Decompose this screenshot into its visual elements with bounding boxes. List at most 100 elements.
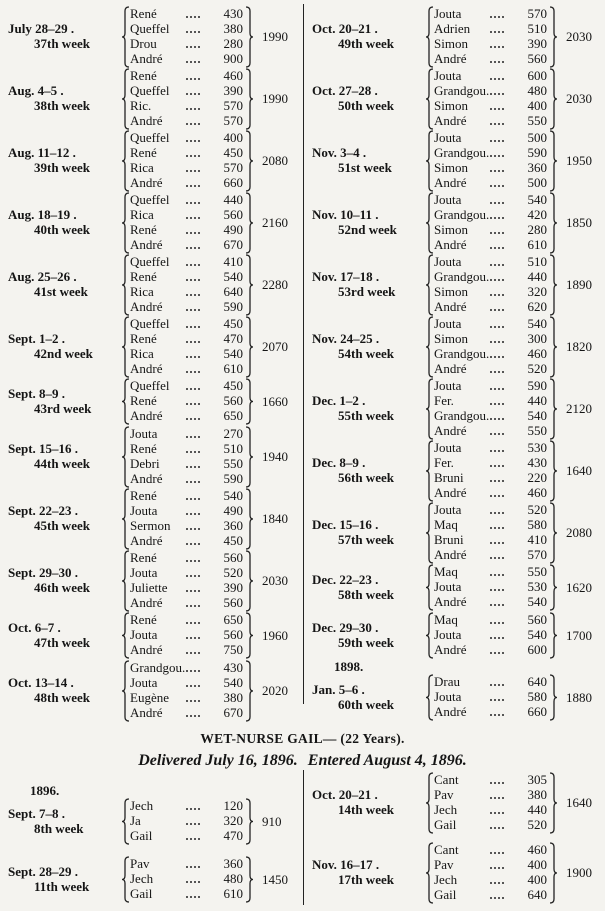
- leader-dots: [186, 669, 200, 672]
- leader-dots: [186, 30, 200, 33]
- nurse-name: André: [434, 361, 467, 376]
- nurse-amount: 660: [527, 704, 548, 719]
- entry-date: Dec. 22–23 .: [312, 571, 379, 587]
- nurse-name: Queffel: [130, 192, 170, 207]
- leader-dots: [490, 511, 504, 514]
- entry-total: 2020: [262, 683, 288, 698]
- leader-dots: [186, 154, 200, 157]
- leader-dots: [490, 683, 504, 686]
- close-brace: [549, 842, 557, 904]
- nurse-amount: 590: [527, 378, 548, 393]
- entry-week: 57th week: [338, 532, 394, 547]
- nurse-name: Pav: [130, 856, 150, 871]
- open-brace: [426, 612, 434, 659]
- nurse-amount: 560: [223, 393, 244, 408]
- leader-dots: [186, 512, 200, 515]
- entry-date: Sept. 22–23 .: [8, 503, 79, 518]
- nurse-amount: 440: [527, 802, 548, 817]
- nurse-name: Grandgou.: [434, 145, 490, 160]
- leader-dots: [186, 169, 200, 172]
- nurse-amount: 580: [527, 517, 548, 532]
- entry-week: 51st week: [338, 160, 392, 175]
- leader-dots: [186, 880, 200, 883]
- open-brace: [426, 564, 434, 611]
- leader-dots: [186, 604, 200, 607]
- leader-dots: [186, 895, 200, 898]
- nurse-name: Rica: [130, 346, 154, 361]
- nurse-name: Jouta: [434, 502, 462, 517]
- nurse-name: Jouta: [130, 675, 158, 690]
- entry-date: Oct. 20–21 .: [312, 21, 378, 36]
- nurse-amount: 120: [223, 798, 244, 813]
- nurse-amount: 500: [527, 175, 548, 190]
- nurse-name: André: [130, 237, 163, 252]
- nurse-name: Cant: [434, 842, 459, 857]
- column-divider: [303, 770, 304, 905]
- leader-dots: [490, 216, 504, 219]
- leader-dots: [490, 713, 504, 716]
- section-heading: WET-NURSE GAIL— (22 Years).: [200, 731, 405, 746]
- nurse-name: André: [130, 51, 163, 66]
- nurse-name: Ja: [130, 813, 141, 828]
- leader-dots: [186, 527, 200, 530]
- nurse-name: André: [434, 237, 467, 252]
- nurse-amount: 540: [527, 627, 548, 642]
- leader-dots: [186, 837, 200, 840]
- close-brace: [245, 378, 253, 425]
- nurse-name: Queffel: [130, 130, 170, 145]
- leader-dots: [490, 866, 504, 869]
- nurse-amount: 660: [223, 175, 244, 190]
- close-brace: [245, 130, 253, 192]
- entry-total: 2030: [262, 573, 288, 588]
- leader-dots: [490, 154, 504, 157]
- leader-dots: [490, 340, 504, 343]
- entry-week: 50th week: [338, 98, 394, 113]
- leader-dots: [186, 542, 200, 545]
- nurse-amount: 305: [527, 772, 548, 787]
- open-brace: [122, 856, 130, 903]
- leader-dots: [490, 122, 504, 125]
- nurse-amount: 380: [223, 690, 244, 705]
- entry-total: 2160: [262, 215, 288, 230]
- nurse-name: Pav: [434, 787, 454, 802]
- entry-total: 2280: [262, 277, 288, 292]
- nurse-amount: 640: [223, 284, 244, 299]
- nurse-name: Rica: [130, 160, 154, 175]
- leader-dots: [490, 15, 504, 18]
- nurse-amount: 640: [527, 887, 548, 902]
- nurse-name: Simon: [434, 331, 468, 346]
- entry-week: 46th week: [34, 580, 90, 595]
- nurse-amount: 530: [527, 440, 548, 455]
- leader-dots: [490, 479, 504, 482]
- close-brace: [549, 564, 557, 611]
- entry-total: 1450: [262, 871, 288, 887]
- leader-dots: [490, 651, 504, 654]
- nurse-amount: 560: [527, 612, 548, 627]
- entry-total: 1890: [566, 277, 592, 292]
- leader-dots: [186, 184, 200, 187]
- entry-week: 47th week: [34, 634, 90, 650]
- nurse-amount: 510: [223, 441, 244, 456]
- nurse-amount: 570: [223, 98, 244, 113]
- entry-total: 1990: [262, 91, 288, 106]
- close-brace: [245, 660, 253, 722]
- nurse-name: Maq: [434, 564, 458, 579]
- nurse-name: André: [130, 642, 163, 657]
- close-brace: [245, 856, 253, 903]
- nurse-name: Queffel: [130, 378, 170, 393]
- leader-dots: [186, 589, 200, 592]
- nurse-name: Grandgou.: [434, 346, 490, 361]
- leader-dots: [186, 807, 200, 810]
- nurse-name: René: [130, 145, 157, 160]
- nurse-amount: 480: [527, 83, 548, 98]
- nurse-name: André: [130, 471, 163, 486]
- entry-week: 60th week: [338, 696, 394, 712]
- leader-dots: [186, 865, 200, 868]
- close-brace: [549, 254, 557, 316]
- leader-dots: [490, 184, 504, 187]
- leader-dots: [186, 559, 200, 562]
- open-brace: [122, 130, 130, 192]
- leader-dots: [490, 556, 504, 559]
- nurse-amount: 360: [223, 856, 244, 871]
- leader-dots: [186, 45, 200, 48]
